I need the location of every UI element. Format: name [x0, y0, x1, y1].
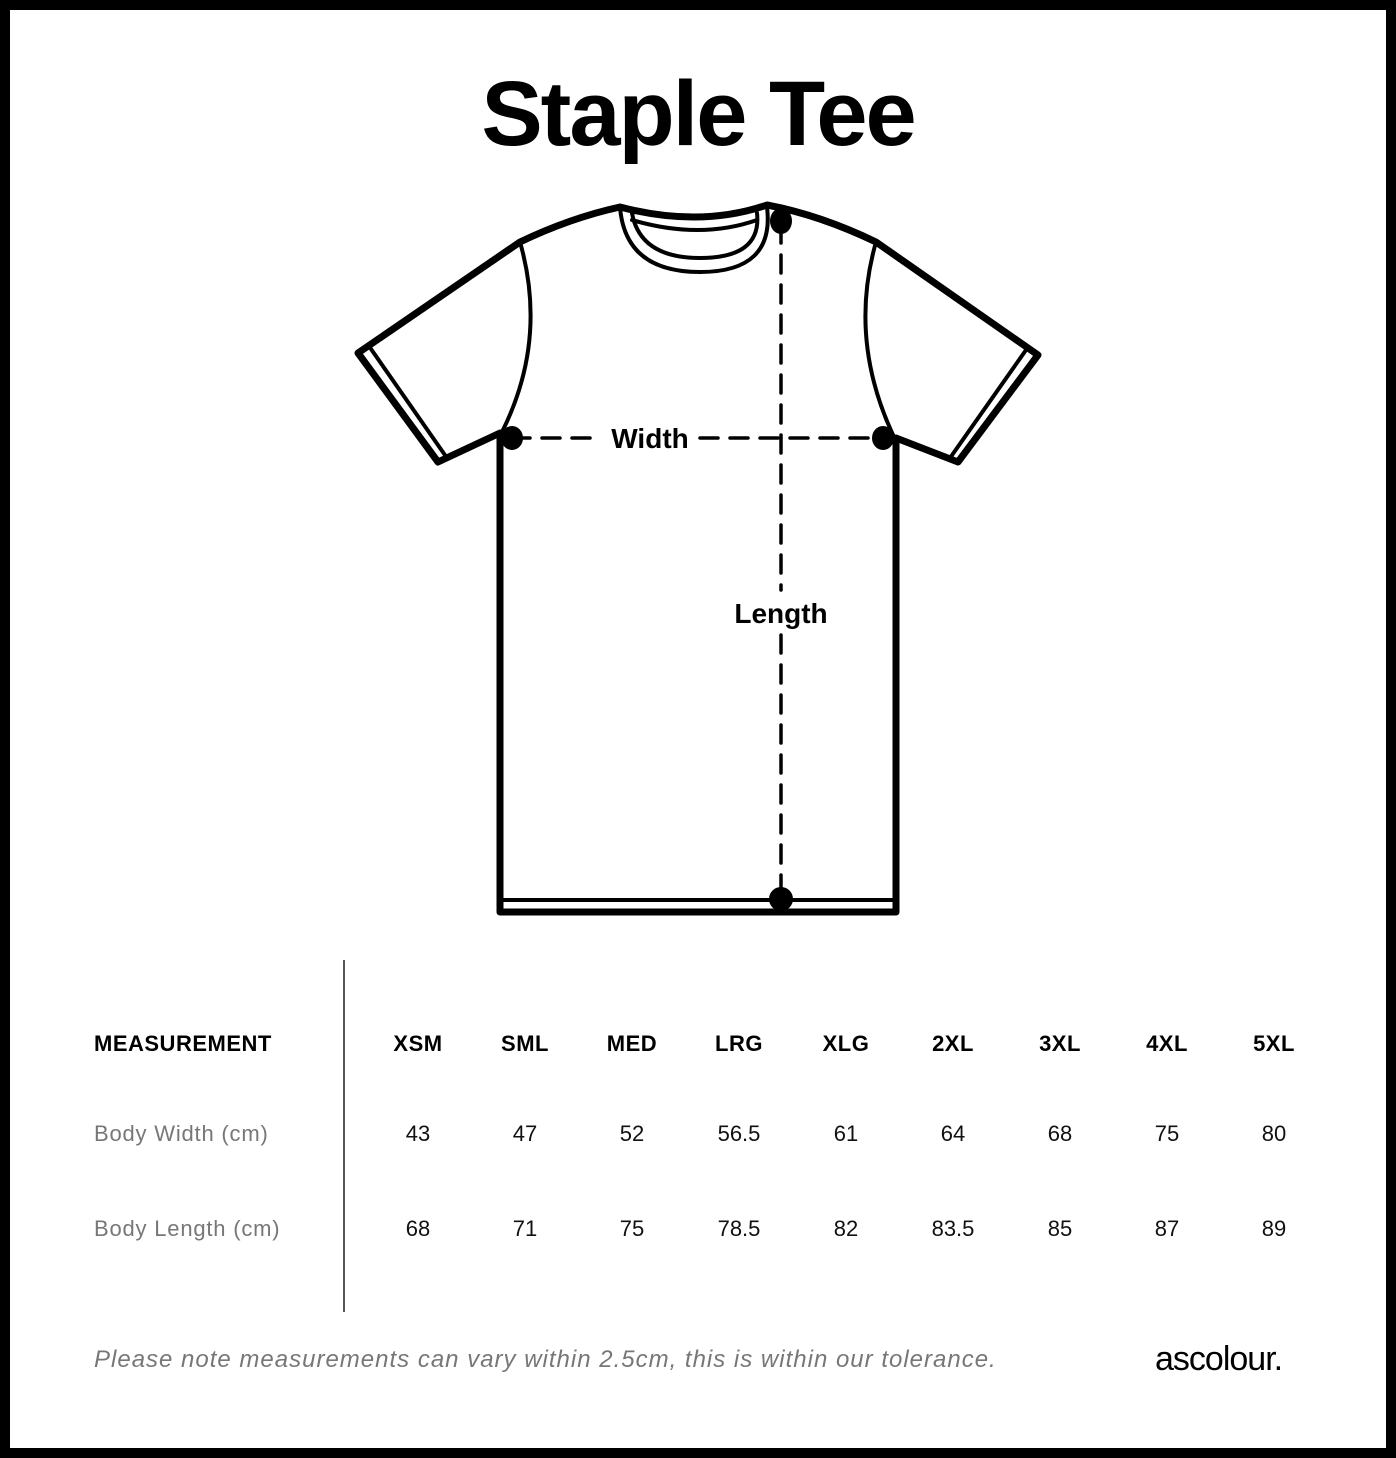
table-cell: 43 [405, 1121, 431, 1146]
collar-outer [618, 205, 770, 274]
size-header: 2XL [932, 1031, 974, 1056]
left-armhole [500, 240, 533, 434]
width-right-point [872, 426, 894, 450]
collar-inner [630, 211, 760, 260]
table-cell: 80 [1261, 1121, 1287, 1146]
width-label: Width [611, 423, 689, 454]
table-divider [343, 960, 345, 1312]
size-header: XLG [822, 1031, 870, 1056]
table-cell: 85 [1047, 1216, 1073, 1241]
size-header: MED [606, 1031, 658, 1056]
row-label: Body Length (cm) [94, 1216, 281, 1241]
table-cell: 89 [1261, 1216, 1287, 1241]
page-title: Staple Tee [481, 63, 916, 165]
table-cell: 75 [619, 1216, 645, 1241]
table-cell: 75 [1154, 1121, 1180, 1146]
table-cell: 87 [1154, 1216, 1180, 1241]
table-cell: 52 [619, 1121, 645, 1146]
table-cell: 56.5 [717, 1121, 761, 1146]
table-cell: 47 [512, 1121, 538, 1146]
table-cell: 64 [940, 1121, 966, 1146]
table-cell: 83.5 [931, 1216, 975, 1241]
measurement-header: MEASUREMENT [94, 1031, 272, 1056]
table-cell: 71 [512, 1216, 538, 1241]
brand-logo: ascolour. [1155, 1340, 1283, 1378]
length-bottom-point [769, 887, 793, 911]
sleeve-cuffs [369, 347, 1028, 460]
length-top-point [770, 208, 792, 234]
table-cell: 78.5 [717, 1216, 761, 1241]
right-armhole [863, 240, 896, 439]
size-header: SML [501, 1031, 549, 1056]
table-cell: 68 [405, 1216, 431, 1241]
tshirt-outline [354, 201, 1042, 916]
size-header: LRG [715, 1031, 763, 1056]
size-header: XSM [393, 1031, 443, 1056]
size-header: 3XL [1039, 1031, 1081, 1056]
length-label: Length [734, 598, 827, 629]
row-label: Body Width (cm) [94, 1121, 269, 1146]
table-cell: 68 [1047, 1121, 1073, 1146]
table-cell: 82 [833, 1216, 859, 1241]
table-cell: 61 [833, 1121, 859, 1146]
width-left-point [501, 426, 523, 450]
size-header: 4XL [1146, 1031, 1188, 1056]
tolerance-note: Please note measurements can vary within… [94, 1346, 997, 1373]
size-header: 5XL [1253, 1031, 1295, 1056]
